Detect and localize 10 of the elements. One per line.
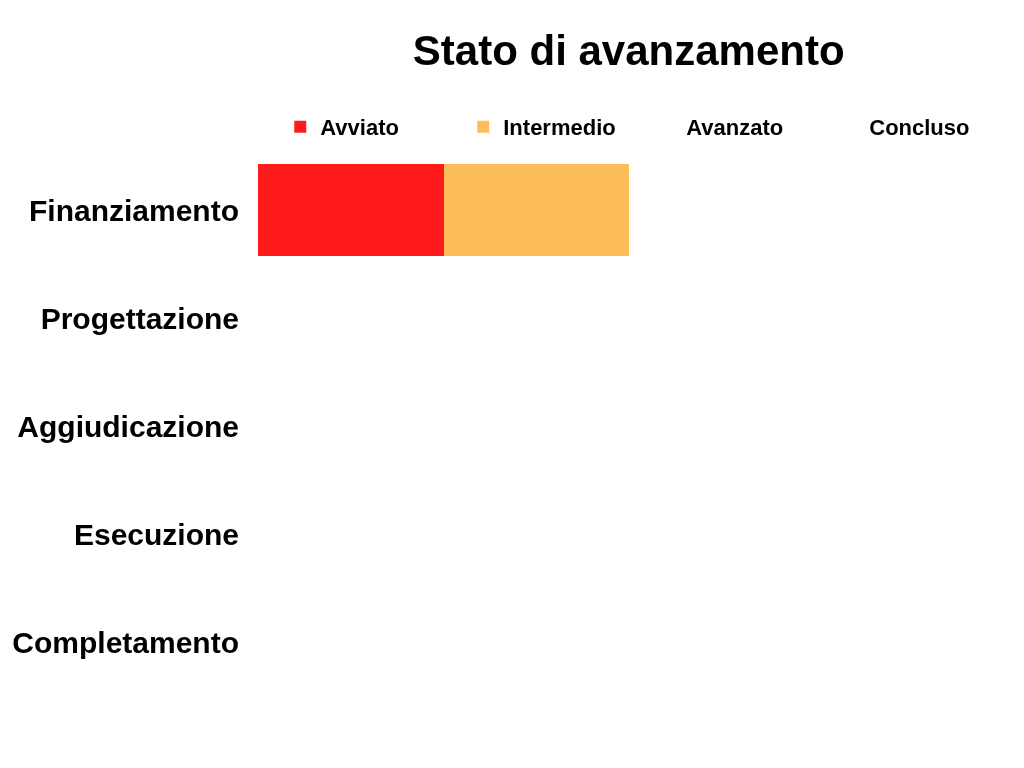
text: Concluso: [869, 115, 970, 141]
legend-label: Intermedio: [503, 115, 616, 141]
chart-title: Stato di avanzamento: [412, 26, 845, 74]
y-tick-label: Esecuzione: [73, 517, 239, 551]
y-tick-label: Aggiudicazione: [17, 409, 239, 443]
y-tick-label: Completamento: [12, 625, 239, 659]
legend-label: Avviato: [320, 115, 399, 141]
y-tick-label: Progettazione: [40, 301, 239, 335]
y-tick-label: Finanziamento: [28, 193, 239, 227]
text: Avanzato: [686, 115, 784, 141]
